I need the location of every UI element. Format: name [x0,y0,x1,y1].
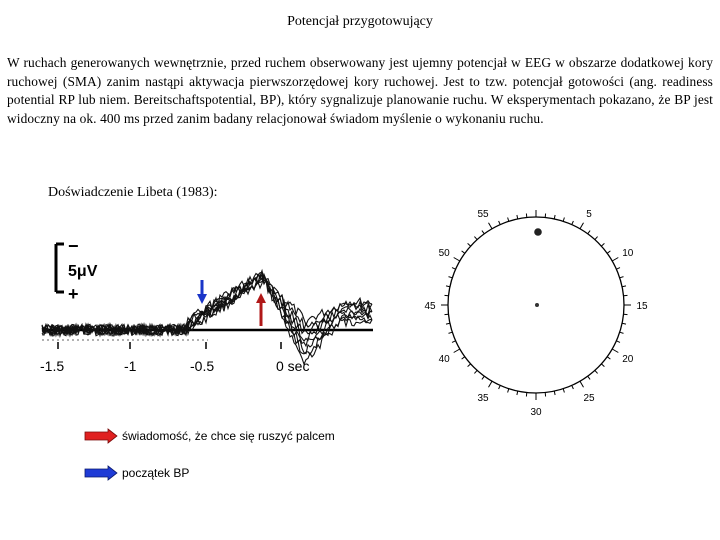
experiment-heading: Doświadczenie Libeta (1983): [48,185,218,200]
eeg-trace [41,276,373,343]
slide-title: Potencjał przygotowujący [287,14,433,29]
legend-label-awareness: świadomość, że chce się ruszyć palcem [122,429,335,443]
awareness-arrow [256,293,266,326]
plus-sign: + [68,284,79,304]
scale-bar: − 5μV + [54,236,98,304]
clock-label: 45 [424,301,436,312]
tick-label-0-5: -0.5 [190,358,214,374]
legend-item-bp-onset: początek BP [84,465,189,481]
eeg-traces [41,268,373,366]
clock-label: 35 [477,393,489,404]
clock-ticks [441,210,631,400]
tick-label-1: -1 [124,358,137,374]
clock-label: 25 [583,393,595,404]
minus-sign: − [68,236,79,256]
scale-label: 5μV [68,263,98,280]
eeg-recording-figure: − 5μV + -1.5 -1 -0.5 0 sec [40,236,373,374]
intro-paragraph: W ruchach generowanych wewnętrznie, prze… [7,55,713,126]
eeg-trace [41,273,373,355]
tick-label-1-5: -1.5 [40,358,64,374]
clock-label: 50 [439,248,451,259]
blue-arrow-icon [84,465,118,481]
clock-label: 5 [586,209,592,220]
clock-label: 30 [530,407,542,418]
clock-label: 40 [439,354,451,365]
clock-label: 20 [622,354,634,365]
clock-spot [534,228,542,236]
legend-item-awareness: świadomość, że chce się ruszyć palcem [84,428,335,444]
legend-label-bp-onset: początek BP [122,466,190,480]
tick-label-0: 0 sec [276,358,309,374]
clock-label: 10 [622,248,634,259]
clock-center [535,303,539,307]
clock-label: 55 [477,209,489,220]
red-arrow-icon [84,428,118,444]
clock-label: 15 [636,301,648,312]
eeg-trace [41,268,373,366]
bp-onset-arrow [197,280,207,304]
